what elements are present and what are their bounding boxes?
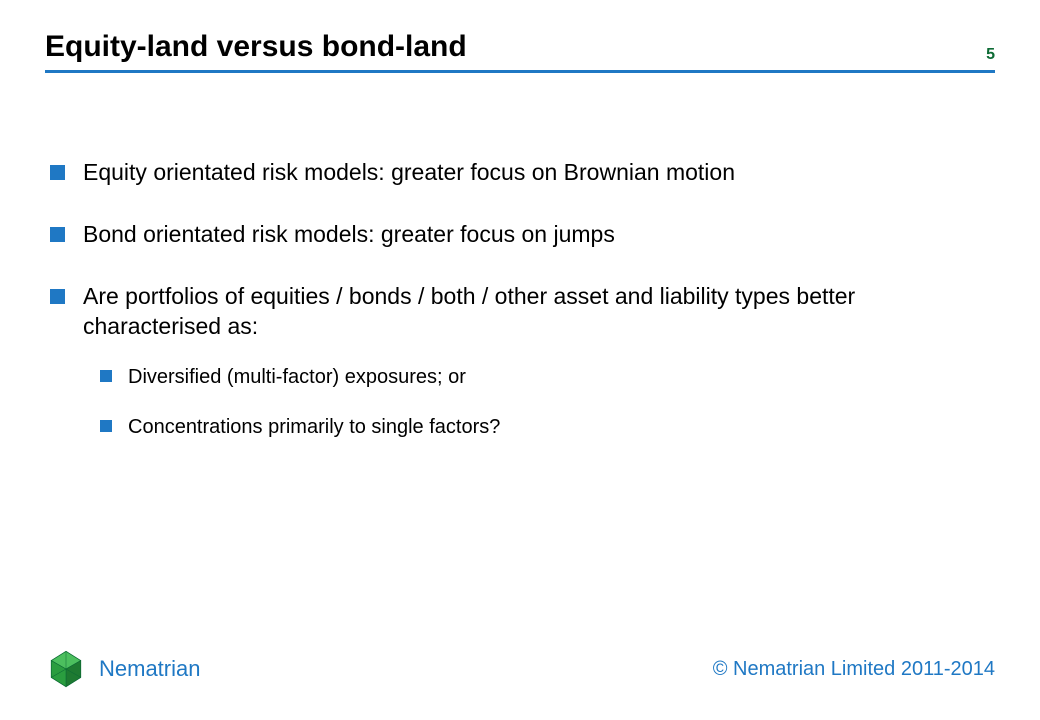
slide-title: Equity-land versus bond-land	[45, 30, 467, 64]
footer-branding: Nematrian	[45, 648, 200, 690]
bullet-item: Equity orientated risk models: greater f…	[50, 158, 995, 188]
bullet-marker-icon	[50, 227, 65, 242]
sub-bullet-list: Diversified (multi-factor) exposures; or…	[100, 364, 995, 440]
nematrian-logo-icon	[45, 648, 87, 690]
bullet-text: Are portfolios of equities / bonds / bot…	[83, 282, 995, 342]
copyright-text: © Nematrian Limited 2011-2014	[713, 658, 995, 681]
sub-bullet-text: Concentrations primarily to single facto…	[128, 414, 500, 440]
bullet-marker-icon	[50, 289, 65, 304]
sub-bullet-text: Diversified (multi-factor) exposures; or	[128, 364, 466, 390]
sub-bullet-item: Diversified (multi-factor) exposures; or	[100, 364, 995, 390]
bullet-text: Bond orientated risk models: greater foc…	[83, 220, 615, 250]
slide-container: Equity-land versus bond-land 5 Equity or…	[0, 0, 1040, 720]
bullet-marker-icon	[50, 165, 65, 180]
bullet-item: Are portfolios of equities / bonds / bot…	[50, 282, 995, 342]
bullet-marker-icon	[100, 370, 112, 382]
bullet-item: Bond orientated risk models: greater foc…	[50, 220, 995, 250]
slide-header: Equity-land versus bond-land 5	[45, 30, 995, 73]
slide-content: Equity orientated risk models: greater f…	[45, 73, 995, 648]
sub-bullet-item: Concentrations primarily to single facto…	[100, 414, 995, 440]
bullet-text: Equity orientated risk models: greater f…	[83, 158, 735, 188]
company-name: Nematrian	[99, 656, 200, 682]
slide-footer: Nematrian © Nematrian Limited 2011-2014	[45, 648, 995, 700]
bullet-marker-icon	[100, 420, 112, 432]
page-number: 5	[986, 46, 995, 64]
